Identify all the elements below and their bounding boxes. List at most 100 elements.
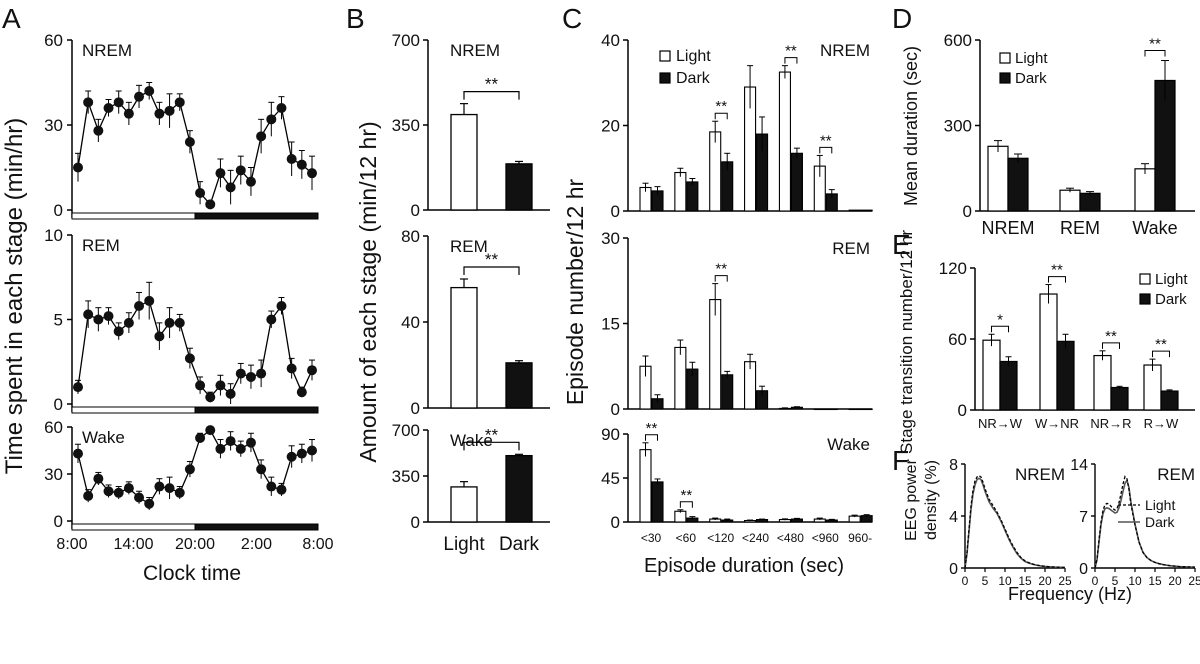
panel-C-significance-bracket <box>784 57 798 64</box>
panel-A-data-point <box>123 317 134 328</box>
panel-A-data-point <box>103 103 114 113</box>
panel-A-data-point <box>123 108 134 119</box>
panel-C-category-label: <240 <box>742 531 769 545</box>
panel-B-bar-light <box>450 113 478 211</box>
panel-A-data-point <box>235 165 246 176</box>
panel-F-dark-curve <box>964 477 1066 569</box>
panel-D-legend-label: Dark <box>1015 70 1047 87</box>
panel-F-x-tick-label: 15 <box>1018 574 1032 588</box>
panel-C-y-tick-label: 15 <box>601 315 620 334</box>
panel-E-significance-bracket <box>1048 276 1066 283</box>
panel-A-y-tick-label: 60 <box>44 418 63 437</box>
panel-B-significance-mark: ** <box>485 250 499 269</box>
panel-D-bar-light <box>1059 189 1081 212</box>
dark-period-bar <box>194 523 319 531</box>
panel-C-legend-swatch-light <box>659 50 671 62</box>
panel-F-x-tick-label: 20 <box>1038 574 1052 588</box>
panel-E-ylabel: Stage transition number/12 hr <box>897 230 916 454</box>
panel-F-x-tick-label: 25 <box>1188 574 1200 588</box>
panel-A-data-point <box>266 314 277 325</box>
panel-C-y-tick-label: 45 <box>601 469 620 488</box>
panel-E-significance-bracket <box>1152 350 1170 358</box>
panel-A-data-point <box>83 97 94 108</box>
panel-C-category-label: <30 <box>641 531 662 545</box>
panel-B-y-tick-label: 0 <box>411 513 420 532</box>
panel-E-y-tick-label: 60 <box>948 330 967 349</box>
panel-A-data-point <box>256 368 267 379</box>
panel-C-bar-dark <box>721 374 734 410</box>
panel-E-bar-light <box>1039 293 1058 411</box>
panel-C-ylabel: Episode number/12 hr <box>562 179 588 406</box>
panel-E-legend-label: Dark <box>1155 291 1187 308</box>
panel-A-data-point <box>113 487 124 498</box>
panel-B-y-tick-label: 350 <box>392 116 420 135</box>
panel-E-category-label: W→NR <box>1035 416 1079 431</box>
panel-B-y-tick-label: 700 <box>392 421 420 440</box>
panel-E-category-label: R→W <box>1144 416 1179 431</box>
panel-F-y-tick-label: 8 <box>949 457 958 474</box>
panel-A-data-point <box>195 188 206 198</box>
panel-A-data-point <box>256 131 267 142</box>
panel-E-bar-dark <box>1056 340 1075 411</box>
panel-E-bar-dark <box>1110 386 1129 411</box>
panel-A-data-point <box>73 382 83 393</box>
panel-A-data-point <box>144 498 155 509</box>
panel-A-data-point <box>286 154 297 164</box>
panel-C-subplot-label: NREM <box>820 41 870 60</box>
panel-A-x-tick-label: 14:00 <box>113 536 153 553</box>
panel-F-legend-label: Light <box>1145 497 1175 513</box>
panel-A-y-tick-label: 5 <box>54 311 63 330</box>
panel-A-data-point <box>245 176 256 187</box>
panel-C-category-label: <960 <box>812 531 839 545</box>
panel-A-subplot-label: REM <box>82 236 120 255</box>
panel-F-y-tick-label: 0 <box>1079 561 1088 578</box>
panel-A-data-point <box>286 451 297 462</box>
panel-C-category-label: <60 <box>676 531 697 545</box>
panel-E-significance-mark: ** <box>1051 262 1063 279</box>
panel-E-significance-mark: ** <box>1155 336 1167 353</box>
panel-F-x-tick-label: 5 <box>982 574 989 588</box>
panel-C-bar-dark <box>651 481 664 523</box>
panel-E-bar-light <box>1143 364 1162 411</box>
panel-F-light-curve <box>1094 475 1196 569</box>
panel-A-data-point <box>225 436 236 447</box>
panel-letter-D: D <box>892 3 912 34</box>
panel-E-category-label: NR→R <box>1090 416 1131 431</box>
panel-C-y-tick-label: 0 <box>611 202 620 221</box>
panel-letter-C: C <box>562 3 582 34</box>
panel-D-bar-dark <box>1079 192 1101 212</box>
light-period-bar <box>71 523 196 531</box>
panel-A-data-point <box>174 317 185 328</box>
panel-D-category-label: REM <box>1060 218 1100 238</box>
panel-letter-A: A <box>2 3 21 34</box>
panel-C-bar-light <box>674 346 687 410</box>
panel-A-y-tick-label: 60 <box>44 31 63 50</box>
panel-F-subplot-label: NREM <box>1015 465 1065 484</box>
panel-F-ylabel-line1: EEG power <box>903 458 920 540</box>
panel-C-legend-label: Light <box>676 48 711 65</box>
panel-F-y-tick-label: 7 <box>1079 509 1088 526</box>
panel-A-y-tick-label: 30 <box>44 116 63 135</box>
panel-F-x-tick-label: 15 <box>1148 574 1162 588</box>
panel-A-data-point <box>235 368 246 379</box>
panel-C: 0 20 40 NREM ** ** ** 0 15 30 REM ** 0 45 90 Wake ** ** <3… <box>601 31 873 545</box>
panel-B-y-tick-label: 80 <box>401 227 420 246</box>
panel-F-x-tick-label: 10 <box>998 574 1012 588</box>
panel-A-data-point <box>266 114 277 125</box>
panel-F-x-tick-label: 20 <box>1168 574 1182 588</box>
panel-A-data-point <box>205 392 216 403</box>
panel-A-data-point <box>276 484 287 495</box>
panel-A-data-point <box>296 448 307 459</box>
panel-F-dark-curve <box>1094 478 1196 569</box>
dark-period-bar <box>194 212 319 220</box>
panel-A-data-point <box>144 86 155 96</box>
panel-C-bar-light <box>674 510 687 523</box>
panel-A-data-point <box>93 473 104 484</box>
panel-F-y-tick-label: 14 <box>1070 457 1088 474</box>
light-period-bar <box>71 212 196 220</box>
panel-C-bar-light <box>813 408 826 411</box>
panel-C-legend-label: Dark <box>676 70 711 87</box>
panel-A-data-point <box>307 445 317 456</box>
panel-A-y-tick-label: 0 <box>54 201 63 220</box>
panel-B-bar-light <box>450 286 478 409</box>
